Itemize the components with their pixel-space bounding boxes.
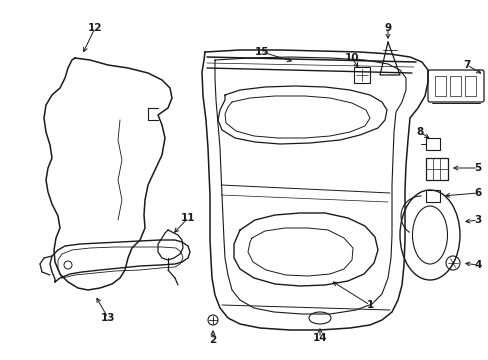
Bar xyxy=(449,76,460,96)
Text: 5: 5 xyxy=(473,163,481,173)
Text: 14: 14 xyxy=(312,333,326,343)
Text: 7: 7 xyxy=(462,60,470,70)
Bar xyxy=(425,190,439,202)
Text: 4: 4 xyxy=(473,260,481,270)
Text: 6: 6 xyxy=(473,188,481,198)
Text: 3: 3 xyxy=(473,215,481,225)
Text: 9: 9 xyxy=(384,23,391,33)
Bar xyxy=(425,138,439,150)
Text: 10: 10 xyxy=(344,53,359,63)
Text: 1: 1 xyxy=(366,300,373,310)
Text: 11: 11 xyxy=(181,213,195,223)
Bar xyxy=(353,67,369,83)
Bar xyxy=(425,158,447,180)
Text: 15: 15 xyxy=(254,47,269,57)
Text: 2: 2 xyxy=(209,335,216,345)
Text: 13: 13 xyxy=(101,313,115,323)
Bar xyxy=(464,76,475,96)
Bar xyxy=(434,76,445,96)
Text: 12: 12 xyxy=(87,23,102,33)
Text: 8: 8 xyxy=(415,127,423,137)
